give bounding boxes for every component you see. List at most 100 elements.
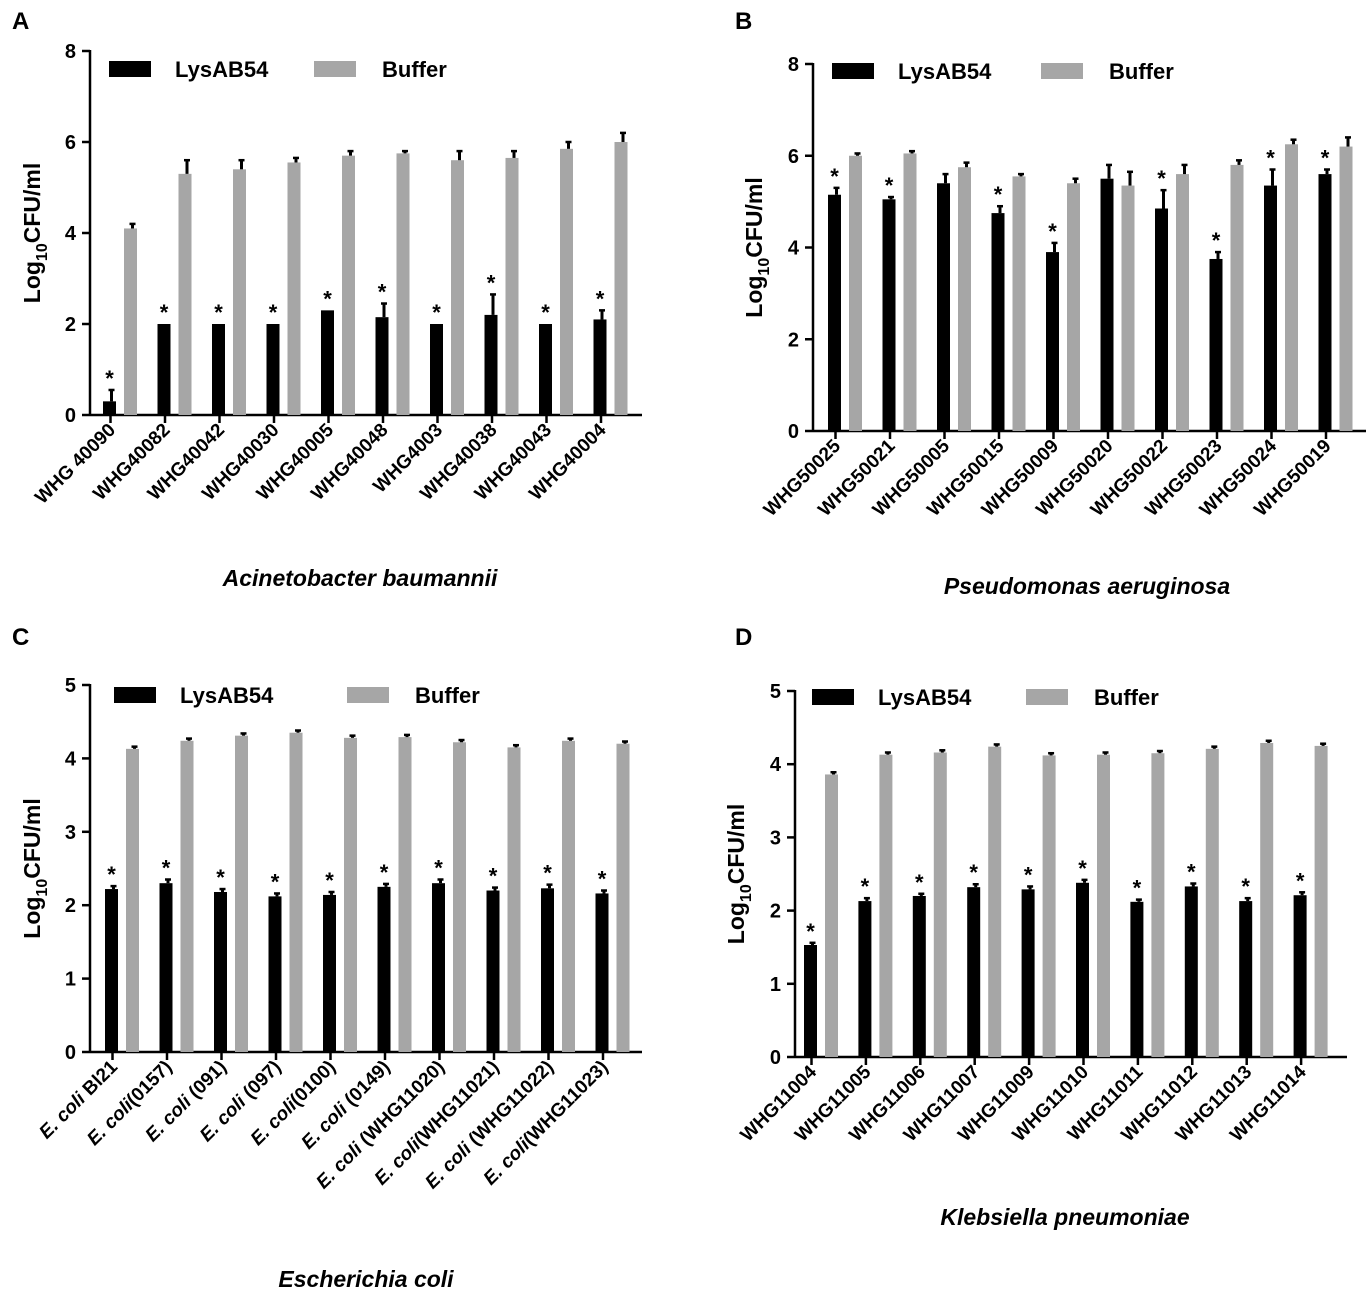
bar-lysab54	[1155, 208, 1168, 431]
legend-label-buffer: Buffer	[415, 683, 480, 708]
legend-swatch-lysab54	[812, 689, 854, 705]
bar-buffer	[233, 169, 246, 415]
y-tick-label: 1	[770, 974, 781, 996]
bar-lysab54	[157, 324, 171, 415]
legend-label-lysab54: LysAB54	[180, 683, 274, 708]
significance-marker: *	[325, 868, 334, 893]
legend-label-lysab54: LysAB54	[878, 685, 972, 710]
bar-lysab54	[937, 183, 950, 431]
bar-buffer	[124, 228, 137, 415]
legend-label-buffer: Buffer	[382, 57, 447, 82]
chart-title: Pseudomonas aeruginosa	[944, 573, 1231, 599]
bar-buffer	[1097, 754, 1110, 1057]
panel-letter: C	[12, 624, 29, 651]
significance-marker: *	[160, 300, 169, 325]
chart-title: Escherichia coli	[278, 1266, 454, 1292]
significance-marker: *	[861, 874, 870, 899]
bar-lysab54	[486, 890, 500, 1052]
significance-marker: *	[214, 300, 223, 325]
bar-buffer	[126, 748, 139, 1052]
bar-buffer	[1042, 755, 1056, 1057]
significance-marker: *	[1133, 876, 1142, 901]
y-tick-label: 4	[65, 748, 77, 770]
significance-marker: *	[489, 864, 498, 889]
legend-label-lysab54: LysAB54	[898, 59, 992, 84]
y-tick-label: 4	[770, 754, 782, 776]
legend-swatch-lysab54	[832, 63, 874, 79]
bar-buffer	[1176, 174, 1189, 431]
significance-marker: *	[380, 860, 389, 885]
bar-lysab54	[375, 317, 389, 415]
legend: LysAB54 Buffer	[114, 683, 480, 708]
legend-swatch-buffer	[347, 687, 389, 703]
significance-marker: *	[915, 870, 924, 895]
bar-buffer	[507, 747, 521, 1052]
y-tick-label: 4	[788, 238, 800, 260]
bar-buffer	[505, 157, 519, 416]
bar-lysab54	[1021, 889, 1035, 1057]
bar-lysab54	[1209, 258, 1223, 431]
bar-lysab54	[595, 893, 609, 1052]
bar-buffer	[398, 737, 412, 1052]
bar-buffer	[180, 740, 194, 1052]
panel-letter: B	[735, 8, 752, 35]
bar-lysab54	[541, 888, 554, 1052]
significance-marker: *	[1078, 856, 1087, 881]
legend-label-lysab54: LysAB54	[175, 57, 269, 82]
bar-buffer	[1339, 146, 1353, 431]
bar-lysab54	[882, 199, 896, 431]
bar-lysab54	[430, 324, 443, 415]
y-tick-label: 2	[65, 314, 76, 336]
y-tick-label: 0	[65, 405, 76, 427]
bar-buffer	[289, 732, 303, 1052]
legend-swatch-buffer	[314, 61, 356, 77]
significance-marker: *	[216, 865, 225, 890]
significance-marker: *	[969, 860, 978, 885]
y-tick-label: 2	[770, 901, 781, 923]
bar-buffer	[1121, 185, 1135, 431]
significance-marker: *	[378, 280, 387, 305]
significance-marker: *	[323, 286, 332, 311]
y-tick-label: 0	[770, 1047, 781, 1069]
significance-marker: *	[541, 300, 550, 325]
y-axis-label: Log10CFU/ml	[741, 177, 773, 317]
bar-lysab54	[1184, 886, 1198, 1057]
bar-lysab54	[912, 895, 926, 1057]
y-axis-label: Log10CFU/ml	[19, 163, 51, 303]
bar-buffer	[933, 752, 947, 1057]
significance-marker: *	[107, 862, 116, 887]
bar-buffer	[562, 740, 575, 1052]
significance-marker: *	[162, 856, 171, 881]
bar-lysab54	[323, 894, 336, 1052]
bar-lysab54	[214, 891, 227, 1052]
panel-letter: A	[12, 8, 29, 35]
bar-lysab54	[1318, 174, 1332, 431]
bar-buffer	[614, 142, 628, 415]
significance-marker: *	[994, 182, 1003, 207]
bar-lysab54	[268, 896, 282, 1052]
bar-buffer	[1230, 164, 1244, 432]
y-tick-label: 8	[788, 54, 799, 76]
y-tick-label: 8	[65, 41, 76, 63]
y-tick-label: 2	[788, 329, 799, 351]
y-axis-label: Log10CFU/ml	[723, 804, 755, 944]
bar-lysab54	[991, 213, 1005, 431]
bar-buffer	[396, 153, 410, 415]
significance-marker: *	[432, 300, 441, 325]
bar-lysab54	[1293, 895, 1307, 1057]
bar-lysab54	[212, 324, 225, 415]
bar-lysab54	[967, 887, 981, 1057]
y-tick-label: 0	[65, 1042, 76, 1064]
chart-title: Acinetobacter baumannii	[222, 565, 498, 591]
bar-buffer	[616, 743, 630, 1052]
bar-buffer	[958, 167, 971, 431]
bar-buffer	[1151, 753, 1165, 1057]
y-tick-label: 3	[65, 822, 76, 844]
bar-lysab54	[159, 883, 173, 1052]
legend-swatch-buffer	[1026, 689, 1068, 705]
bar-lysab54	[539, 324, 552, 415]
significance-marker: *	[1296, 868, 1305, 893]
